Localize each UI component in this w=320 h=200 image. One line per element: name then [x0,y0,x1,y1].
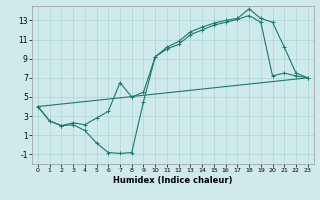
X-axis label: Humidex (Indice chaleur): Humidex (Indice chaleur) [113,176,233,185]
